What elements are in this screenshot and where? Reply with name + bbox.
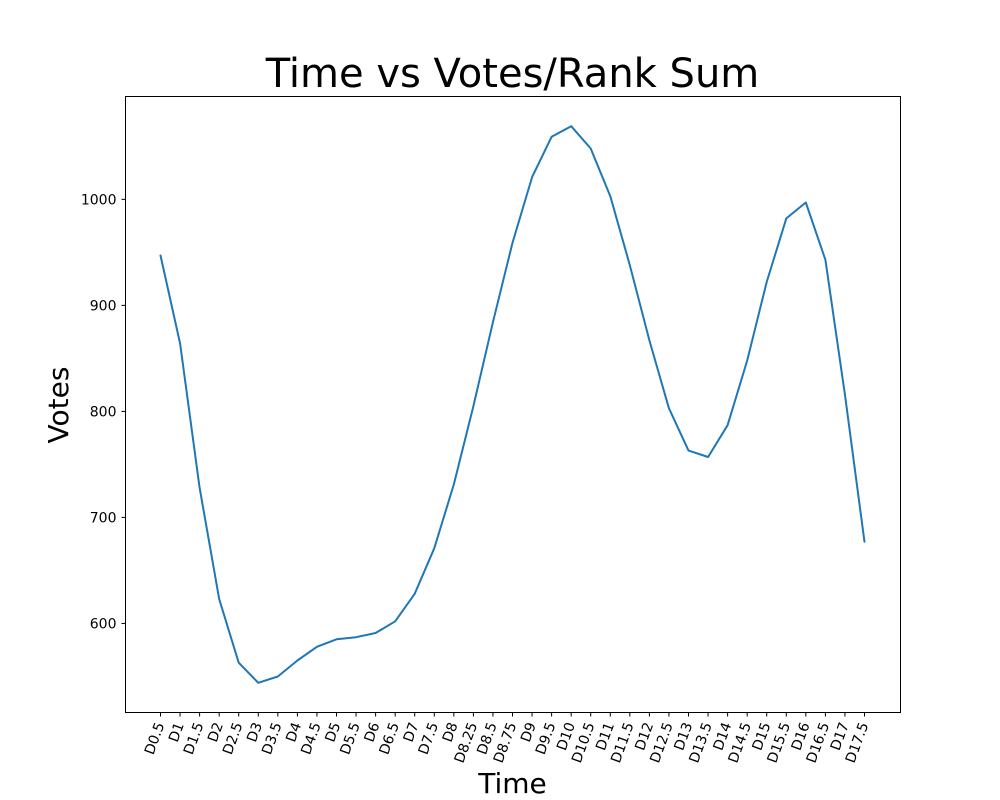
chart-title: Time vs Votes/Rank Sum	[265, 51, 760, 97]
series-layer	[159, 125, 866, 684]
plot-frame	[125, 96, 901, 713]
y-axis-label: Votes	[42, 367, 75, 444]
x-tick-label: D1	[166, 720, 188, 744]
x-axis: D0.5D1D1.5D2D2.5D3D3.5D4D4.5D5D5.5D6D6.5…	[142, 712, 872, 765]
x-tick-label: D2	[205, 720, 227, 744]
x-tick-label: D4	[283, 720, 305, 744]
series-line	[159, 125, 866, 684]
y-tick-label: 1000	[81, 192, 117, 208]
y-tick-label: 600	[90, 616, 117, 632]
y-tick-label: 900	[90, 298, 117, 314]
x-tick-label: D8	[440, 720, 462, 744]
y-tick-label: 700	[90, 510, 117, 526]
x-axis-label: Time	[477, 767, 547, 800]
y-tick-label: 800	[90, 404, 117, 420]
x-tick-label: D3	[244, 720, 266, 744]
x-tick-label: D0.5	[142, 720, 168, 757]
x-tick-label: D6	[362, 720, 384, 744]
x-tick-label: D5	[322, 720, 344, 744]
x-tick-label: D9	[518, 720, 540, 744]
y-axis: 600 700 800 900 1000	[81, 192, 126, 632]
x-tick-label: D7	[401, 720, 423, 744]
